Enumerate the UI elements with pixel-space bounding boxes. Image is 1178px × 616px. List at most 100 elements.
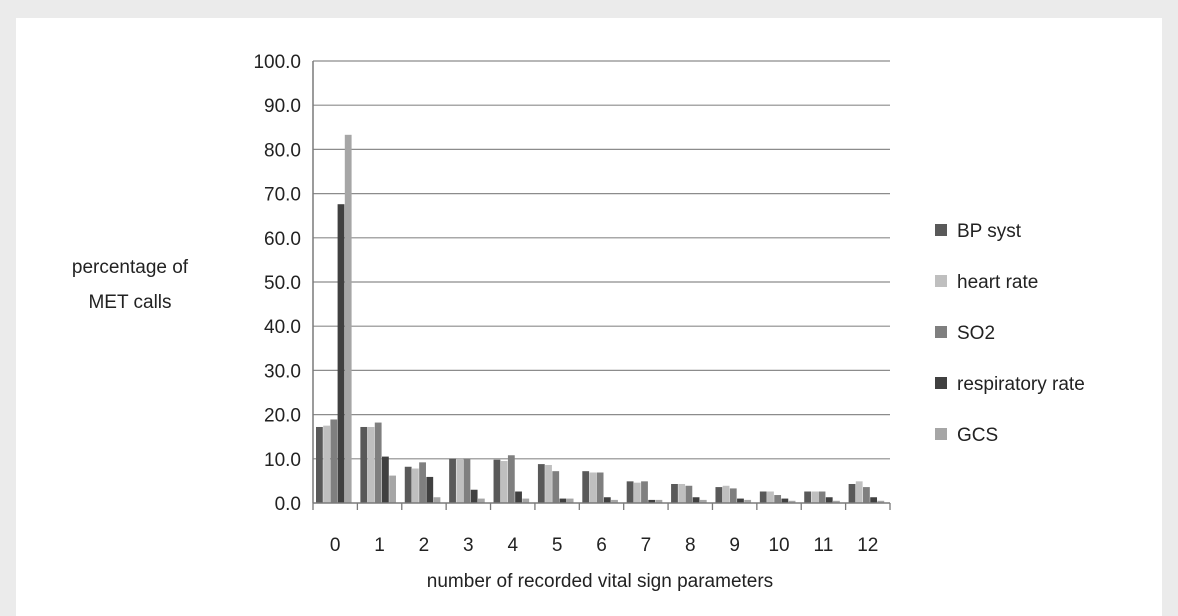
bar bbox=[559, 498, 567, 503]
bar bbox=[404, 466, 412, 503]
bar bbox=[477, 498, 485, 503]
bar bbox=[545, 464, 552, 503]
bar bbox=[699, 499, 707, 503]
bar bbox=[744, 499, 752, 503]
bar bbox=[863, 487, 870, 503]
bar bbox=[316, 426, 323, 503]
legend: BP syst heart rate SO2 respiratory rate GCS bbox=[935, 221, 1085, 446]
bar bbox=[678, 483, 686, 503]
y-axis-ticks: 0.0 10.0 20.0 30.0 40.0 50.0 60.0 70.0 80.0 90.0 1… bbox=[253, 52, 301, 515]
bar bbox=[722, 485, 730, 503]
x-tick-label: 12 bbox=[857, 535, 878, 556]
y-tick-label: 50.0 bbox=[264, 273, 301, 294]
y-tick-label: 30.0 bbox=[264, 361, 301, 382]
x-tick-label: 2 bbox=[419, 535, 430, 556]
bar bbox=[537, 464, 545, 503]
x-tick-label: 4 bbox=[507, 535, 518, 556]
bar bbox=[500, 461, 508, 503]
legend-label: respiratory rate bbox=[957, 374, 1085, 395]
bar bbox=[767, 491, 774, 503]
y-tick-label: 90.0 bbox=[264, 96, 301, 117]
bar bbox=[507, 455, 515, 503]
bar bbox=[781, 498, 789, 503]
bar bbox=[641, 481, 648, 503]
y-axis-title-line2: MET calls bbox=[88, 292, 171, 313]
x-tick-label: 7 bbox=[641, 535, 652, 556]
legend-label: BP syst bbox=[957, 221, 1022, 242]
x-axis-title: number of recorded vital sign parameters bbox=[427, 571, 773, 592]
bar bbox=[344, 134, 352, 503]
bar bbox=[360, 426, 368, 503]
legend-swatch bbox=[935, 275, 947, 287]
bar bbox=[626, 481, 634, 503]
bar bbox=[515, 491, 522, 503]
legend-label: SO2 bbox=[957, 323, 995, 344]
y-tick-label: 20.0 bbox=[264, 406, 301, 427]
bar bbox=[470, 489, 478, 503]
bar bbox=[692, 497, 700, 503]
bar bbox=[648, 499, 656, 503]
y-tick-label: 80.0 bbox=[264, 140, 301, 161]
bar bbox=[589, 472, 597, 503]
bar bbox=[381, 456, 389, 503]
bar bbox=[611, 499, 618, 503]
bar bbox=[788, 500, 796, 503]
bar bbox=[603, 497, 611, 503]
bar bbox=[552, 471, 560, 503]
y-tick-label: 0.0 bbox=[275, 494, 301, 515]
bar bbox=[759, 491, 767, 503]
bar bbox=[374, 422, 382, 503]
bar bbox=[737, 498, 744, 503]
bar bbox=[633, 482, 641, 503]
bar bbox=[330, 419, 338, 503]
bar bbox=[855, 481, 863, 503]
bar bbox=[449, 458, 456, 503]
y-tick-label: 100.0 bbox=[253, 52, 301, 73]
x-axis-ticks: 0 1 2 3 4 5 6 7 8 9 10 11 12 bbox=[312, 503, 891, 556]
bar bbox=[811, 491, 819, 503]
bar bbox=[774, 495, 782, 503]
y-tick-label: 40.0 bbox=[264, 317, 301, 338]
bar bbox=[685, 485, 693, 503]
legend-swatch bbox=[935, 224, 947, 236]
x-tick-label: 1 bbox=[374, 535, 385, 556]
bar bbox=[715, 487, 723, 503]
x-tick-label: 3 bbox=[463, 535, 474, 556]
bar bbox=[582, 471, 590, 503]
bar bbox=[411, 468, 419, 503]
y-tick-label: 10.0 bbox=[264, 450, 301, 471]
axes bbox=[312, 61, 890, 504]
y-tick-label: 70.0 bbox=[264, 185, 301, 206]
bar bbox=[419, 462, 426, 503]
chart-panel bbox=[16, 18, 1162, 616]
bar bbox=[433, 497, 441, 503]
legend-label: GCS bbox=[957, 425, 998, 446]
x-tick-label: 10 bbox=[768, 535, 789, 556]
x-tick-label: 8 bbox=[685, 535, 696, 556]
bar bbox=[463, 458, 471, 503]
gridlines bbox=[313, 60, 890, 460]
bar bbox=[804, 491, 812, 503]
x-tick-label: 5 bbox=[552, 535, 563, 556]
bar bbox=[833, 500, 840, 503]
legend-label: heart rate bbox=[957, 272, 1038, 293]
bar bbox=[655, 499, 663, 503]
bar bbox=[566, 498, 574, 503]
bar bbox=[729, 488, 737, 503]
legend-swatch bbox=[935, 377, 947, 389]
bar bbox=[367, 426, 375, 503]
bar bbox=[493, 459, 501, 503]
bar bbox=[877, 500, 885, 503]
bar bbox=[596, 472, 604, 503]
bar bbox=[848, 483, 856, 503]
bar bbox=[671, 483, 678, 503]
x-tick-label: 11 bbox=[814, 535, 834, 556]
y-tick-label: 60.0 bbox=[264, 229, 301, 250]
x-tick-label: 6 bbox=[596, 535, 607, 556]
bar bbox=[522, 498, 530, 503]
bar bbox=[818, 491, 826, 503]
bars bbox=[316, 134, 885, 503]
bar bbox=[870, 497, 878, 503]
x-tick-label: 9 bbox=[729, 535, 740, 556]
